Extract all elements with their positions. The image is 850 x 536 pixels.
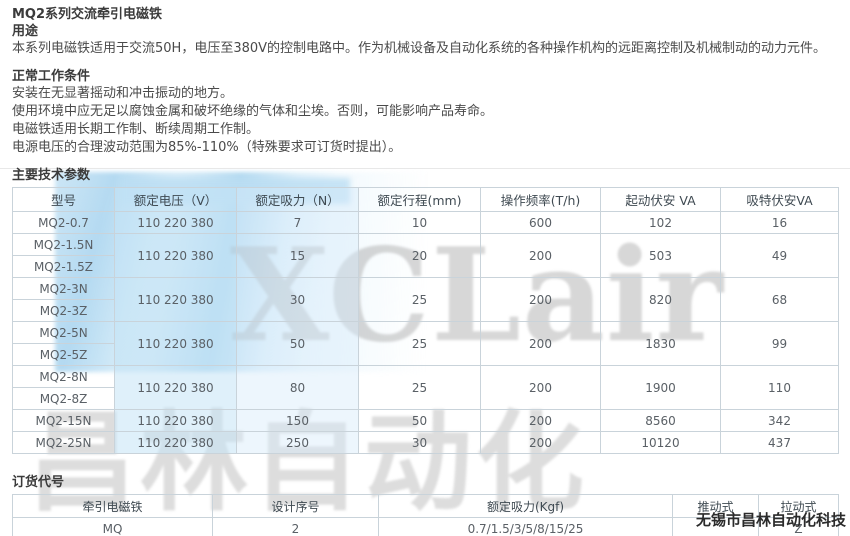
col-header-voltage: 额定电压（V）: [114, 187, 237, 212]
table-row: MQ2-15N 110 220 380 150 50 200 8560 342: [12, 409, 839, 432]
cell-force: 7: [236, 211, 359, 234]
condition-line-4: 电源电压的合理波动范围为85%-110%（特殊要求可订货时提出）。: [12, 140, 402, 155]
cell-start-va: 1900: [600, 365, 721, 410]
cell-magnet-type: MQ: [12, 517, 213, 536]
cell-force: 15: [236, 233, 359, 278]
col-header-magnet-type: 牵引电磁铁: [12, 494, 213, 518]
cell-rated-force: 0.7/1.5/3/5/8/15/25: [378, 517, 673, 536]
cell-force: 50: [236, 321, 359, 366]
cell-frequency: 200: [480, 233, 601, 278]
cell-frequency: 200: [480, 431, 601, 454]
cell-pull-type: Z: [758, 517, 839, 536]
spacer: [12, 464, 840, 474]
cell-model: MQ2-0.7: [12, 211, 115, 234]
divider-line: [0, 168, 850, 169]
cell-start-va: 1830: [600, 321, 721, 366]
cell-frequency: 200: [480, 277, 601, 322]
cell-model: MQ2-5N: [12, 321, 115, 344]
table-row: MQ2-5N 110 220 380 50 25 200 1830 99: [12, 321, 839, 366]
cell-voltage: 110 220 380: [114, 431, 237, 454]
specifications-table: 型号 额定电压（V） 额定吸力（N） 额定行程(mm) 操作频率(T/h) 起动…: [12, 187, 839, 454]
cell-stroke: 10: [358, 211, 481, 234]
cell-model: MQ2-25N: [12, 431, 115, 454]
col-header-pull-type: 拉动式: [758, 494, 839, 518]
cell-model: MQ2-8N: [12, 365, 115, 388]
table-row: MQ2-1.5N 110 220 380 15 20 200 503 49: [12, 233, 839, 278]
col-header-rated-force: 额定吸力(Kgf): [378, 494, 673, 518]
purpose-paragraph: 本系列电磁铁适用于交流50H，电压至380V的控制电路中。作为机械设备及自动化系…: [12, 41, 827, 56]
cell-model: MQ2-1.5N: [12, 233, 115, 256]
table-row: MQ2-8N 110 220 380 80 25 200 1900 110: [12, 365, 839, 410]
cell-voltage: 110 220 380: [114, 277, 237, 322]
cell-stroke: 50: [358, 409, 481, 432]
table-row: MQ2-25N 110 220 380 250 30 200 10120 437: [12, 431, 839, 454]
cell-model: MQ2-1.5Z: [12, 255, 115, 278]
cell-start-va: 10120: [600, 431, 721, 454]
order-code-table: 牵引电磁铁 设计序号 额定吸力(Kgf) 推动式 拉动式 MQ 2 0.7/1.…: [12, 494, 839, 536]
cell-start-va: 503: [600, 233, 721, 278]
cell-voltage: 110 220 380: [114, 365, 237, 410]
order-section-heading: 订货代号: [12, 475, 65, 490]
cell-frequency: 600: [480, 211, 601, 234]
cell-voltage: 110 220 380: [114, 233, 237, 278]
condition-line-1: 安装在无显著摇动和冲击振动的地方。: [12, 86, 234, 101]
condition-line-3: 电磁铁适用长期工作制、断续周期工作制。: [12, 122, 260, 137]
col-header-frequency: 操作频率(T/h): [480, 187, 601, 212]
spacer: [12, 157, 840, 167]
purpose-heading: 用途: [12, 24, 39, 39]
cell-force: 30: [236, 277, 359, 322]
col-header-hold-va: 吸特伏安VA: [720, 187, 839, 212]
col-header-push-type: 推动式: [672, 494, 759, 518]
cell-model: MQ2-3N: [12, 277, 115, 300]
table-row: MQ 2 0.7/1.5/3/5/8/15/25 Z: [12, 517, 839, 536]
cell-voltage: 110 220 380: [114, 409, 237, 432]
page-title: MQ2系列交流牵引电磁铁: [12, 7, 163, 22]
spacer: [12, 58, 840, 68]
table-row: MQ2-3N 110 220 380 30 25 200 820 68: [12, 277, 839, 322]
cell-stroke: 20: [358, 233, 481, 278]
cell-hold-va: 16: [720, 211, 839, 234]
cell-frequency: 200: [480, 409, 601, 432]
cell-hold-va: 110: [720, 365, 839, 410]
table-row: MQ2-0.7 110 220 380 7 10 600 102 16: [12, 211, 839, 234]
cell-frequency: 200: [480, 321, 601, 366]
spec-section-heading: 主要技术参数: [12, 168, 91, 183]
cell-model: MQ2-5Z: [12, 343, 115, 366]
col-header-design-no: 设计序号: [212, 494, 379, 518]
cell-model: MQ2-8Z: [12, 387, 115, 410]
cell-voltage: 110 220 380: [114, 321, 237, 366]
cell-stroke: 25: [358, 277, 481, 322]
cell-force: 80: [236, 365, 359, 410]
cell-voltage: 110 220 380: [114, 211, 237, 234]
cell-hold-va: 49: [720, 233, 839, 278]
cell-hold-va: 68: [720, 277, 839, 322]
col-header-start-va: 起动伏安 VA: [600, 187, 721, 212]
cell-start-va: 8560: [600, 409, 721, 432]
cell-force: 150: [236, 409, 359, 432]
cell-hold-va: 437: [720, 431, 839, 454]
table-header-row: 型号 额定电压（V） 额定吸力（N） 额定行程(mm) 操作频率(T/h) 起动…: [12, 187, 839, 212]
cell-model: MQ2-15N: [12, 409, 115, 432]
cell-start-va: 102: [600, 211, 721, 234]
cell-hold-va: 342: [720, 409, 839, 432]
cell-stroke: 30: [358, 431, 481, 454]
cell-force: 250: [236, 431, 359, 454]
cell-stroke: 25: [358, 321, 481, 366]
cell-frequency: 200: [480, 365, 601, 410]
cell-stroke: 25: [358, 365, 481, 410]
cell-model: MQ2-3Z: [12, 299, 115, 322]
conditions-heading: 正常工作条件: [12, 69, 91, 84]
cell-hold-va: 99: [720, 321, 839, 366]
footer-brand-label: 无锡市昌林自动化科技: [695, 511, 846, 529]
spacer: [12, 454, 840, 464]
col-header-stroke: 额定行程(mm): [358, 187, 481, 212]
cell-start-va: 820: [600, 277, 721, 322]
cell-design-no: 2: [212, 517, 379, 536]
condition-line-2: 使用环境中应无足以腐蚀金属和破坏绝缘的气体和尘埃。否则，可能影响产品寿命。: [12, 104, 494, 119]
col-header-force: 额定吸力（N）: [236, 187, 359, 212]
col-header-model: 型号: [12, 187, 115, 212]
